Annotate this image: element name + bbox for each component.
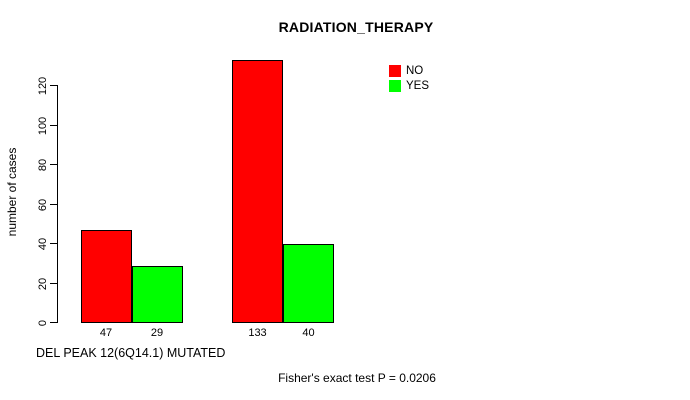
x-axis-caption: DEL PEAK 12(6Q14.1) MUTATED [36, 346, 226, 360]
legend-row-yes: YES [389, 79, 429, 93]
stat-annotation: Fisher's exact test P = 0.0206 [278, 371, 436, 385]
legend-label-yes: YES [406, 80, 430, 92]
y-axis-label: number of cases [5, 147, 19, 237]
y-tick-label-60: 60 [37, 198, 49, 211]
bar-count-yes-group1: 29 [150, 327, 164, 339]
y-tick-label-100: 100 [37, 116, 49, 135]
y-tick-mark-120 [50, 85, 57, 86]
bar-count-yes-group2: 40 [302, 327, 315, 339]
y-tick-mark-60 [50, 204, 57, 205]
bar-count-no-group2: 133 [248, 327, 267, 339]
legend: NO YES [389, 64, 429, 94]
legend-swatch-no [389, 65, 401, 77]
y-tick-mark-100 [50, 125, 57, 126]
y-tick-mark-80 [50, 164, 57, 165]
bar-yes-group1 [131, 266, 183, 323]
legend-row-no: NO [389, 64, 429, 78]
y-tick-label-120: 120 [37, 76, 49, 95]
bar-yes-group2 [283, 244, 334, 323]
y-tick-mark-0 [50, 322, 57, 323]
legend-label-no: NO [406, 65, 424, 77]
bar-no-group2 [232, 60, 283, 323]
y-axis-line [57, 85, 58, 323]
bar-no-group1 [80, 230, 132, 323]
legend-swatch-yes [389, 80, 401, 92]
y-tick-label-0: 0 [37, 319, 49, 326]
y-tick-label-20: 20 [37, 277, 49, 290]
bar-count-no-group1: 47 [99, 327, 113, 339]
y-tick-label-40: 40 [37, 237, 49, 250]
y-tick-mark-40 [50, 243, 57, 244]
chart-title: RADIATION_THERAPY [278, 19, 434, 35]
y-tick-label-80: 80 [37, 158, 49, 171]
y-tick-mark-20 [50, 283, 57, 284]
